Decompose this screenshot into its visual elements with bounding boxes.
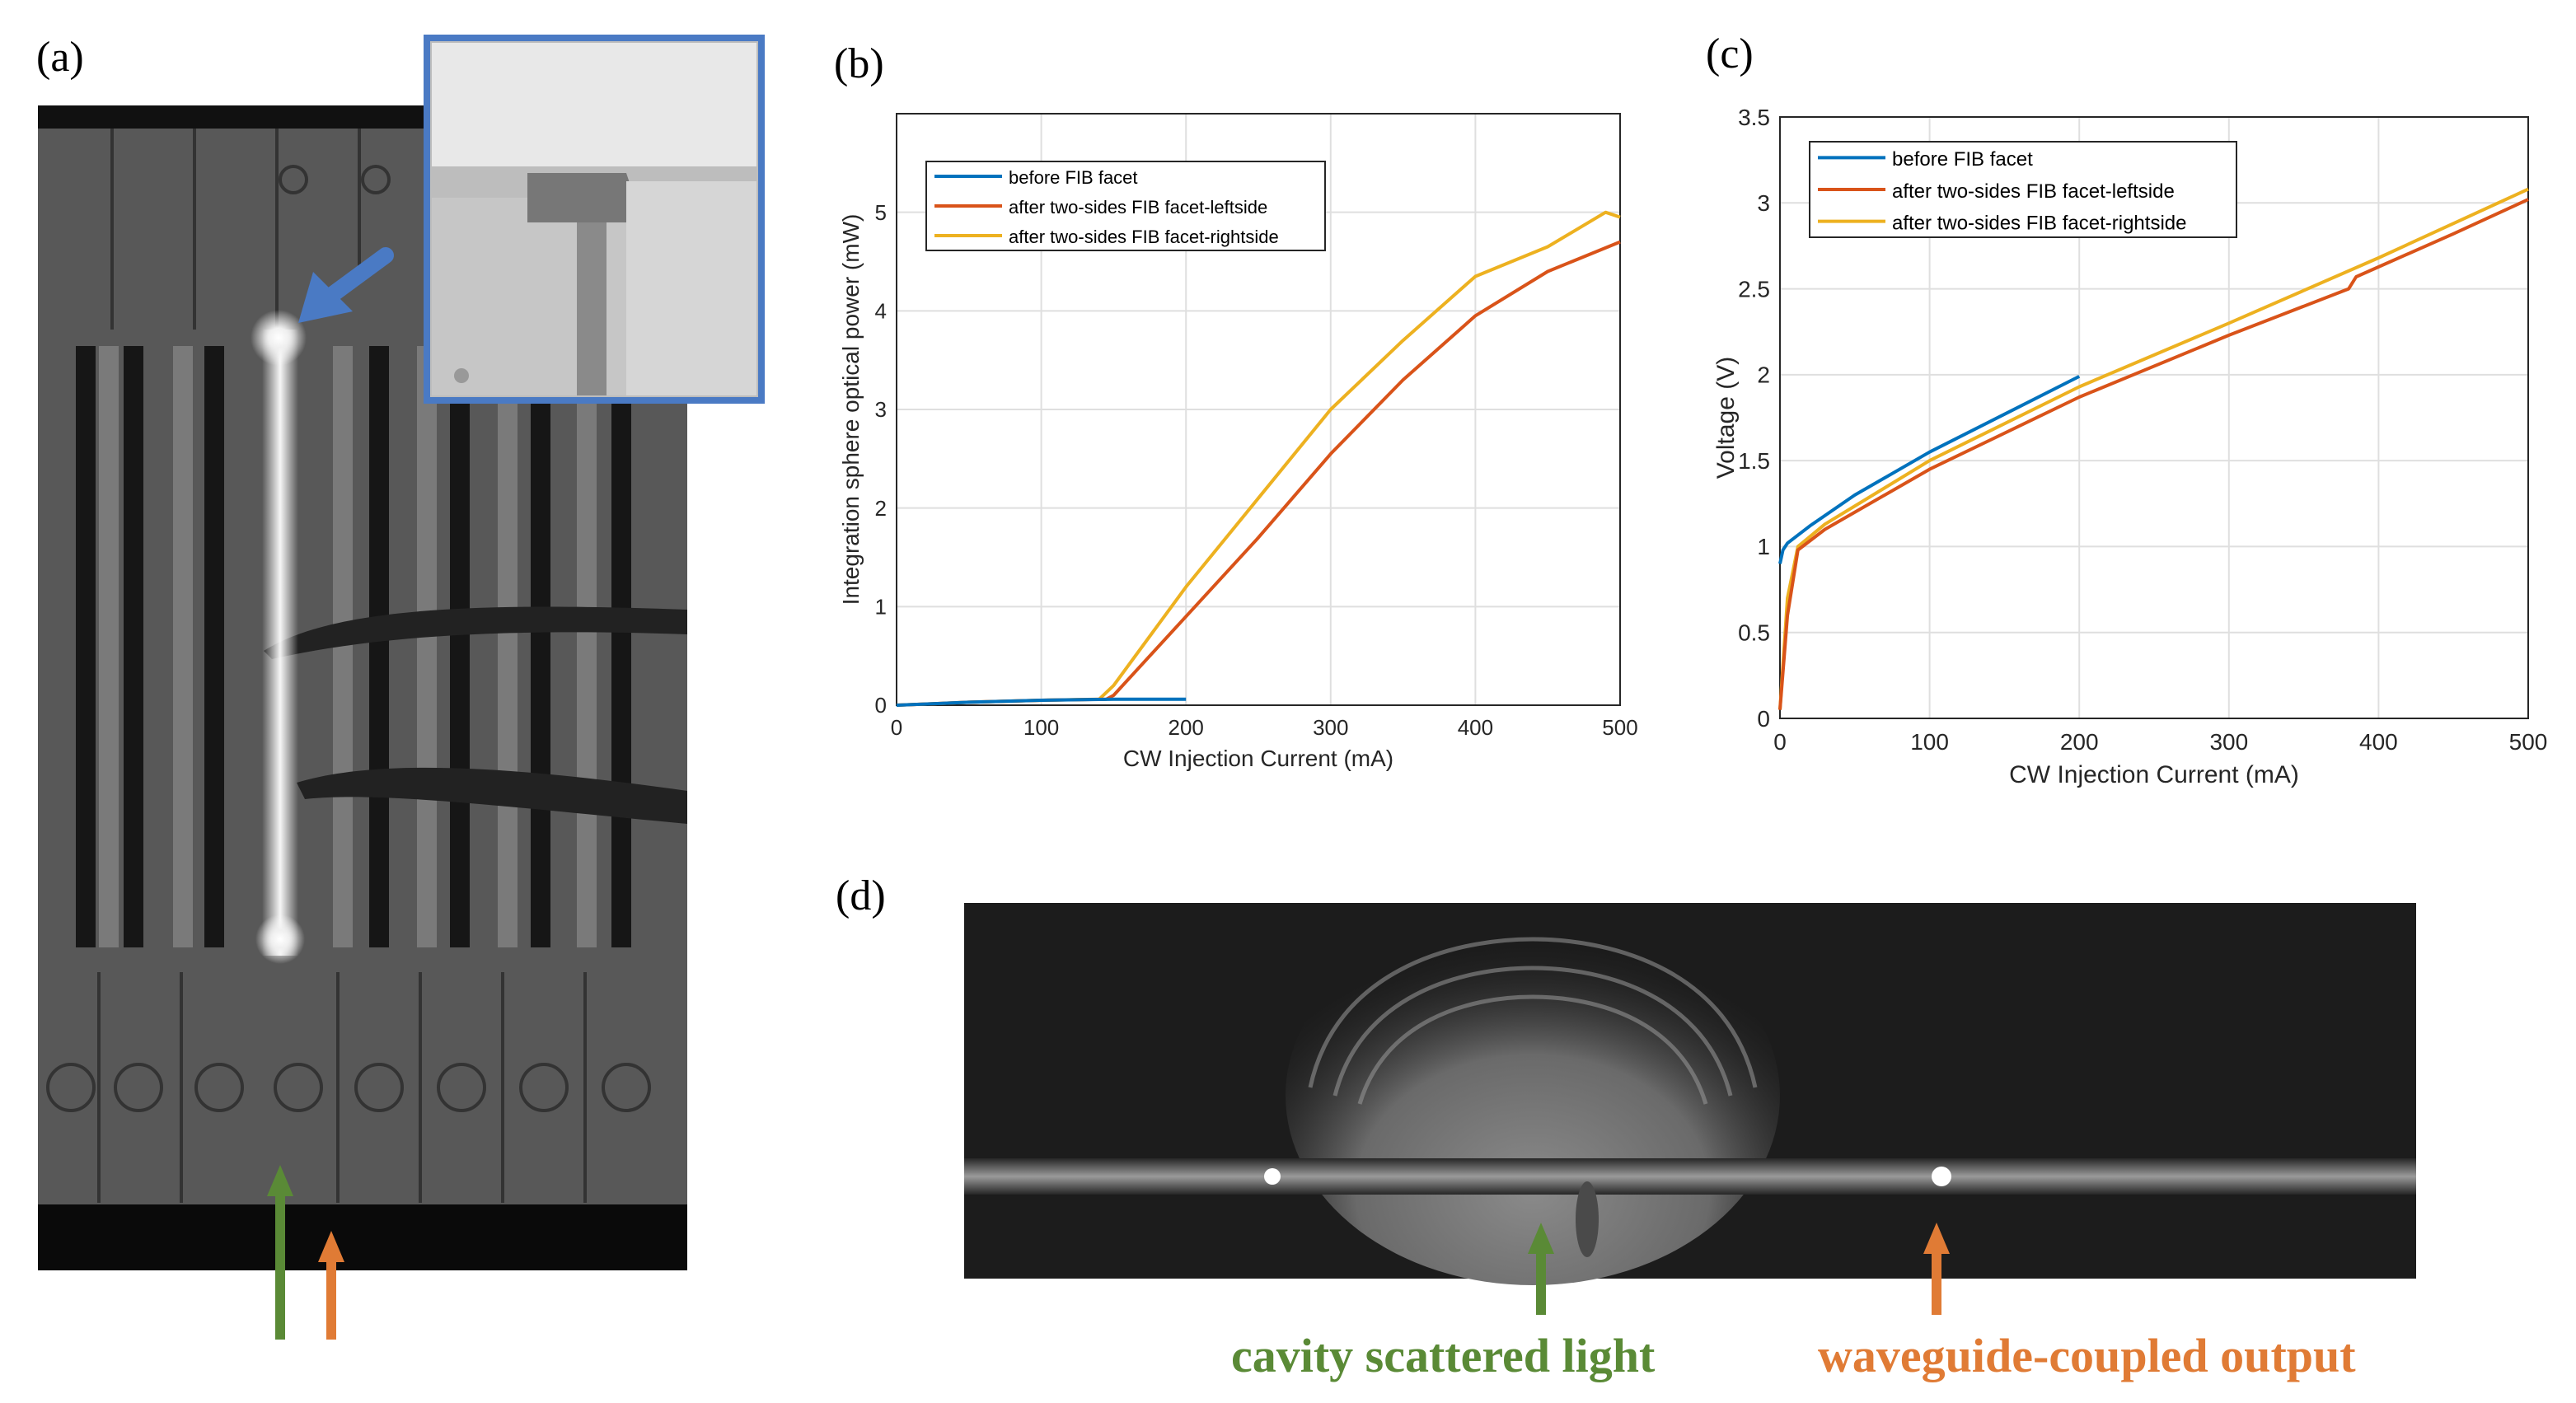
x-tick-label: 500 <box>2509 729 2548 755</box>
chart-c: 0 100 200 300 400 500 0 0.5 1 1.5 2 2.5 3 3.5 CW Injec… <box>1712 105 2547 788</box>
y-tick-label: 3.5 <box>1738 105 1770 130</box>
caption-cavity-scattered-light: cavity scattered light <box>1231 1329 1656 1382</box>
x-tick-label: 100 <box>1910 729 1949 755</box>
x-tick-label: 300 <box>1313 715 1348 740</box>
orange-arrow-d-icon <box>1923 1223 1950 1315</box>
x-tick-label: 400 <box>1458 715 1493 740</box>
y-axis-label: Voltage (V) <box>1712 357 1740 479</box>
y-tick-label: 3 <box>1757 190 1770 216</box>
orange-arrow-a-icon <box>318 1231 344 1340</box>
panel-label-b: (b) <box>834 40 884 87</box>
legend-label: before FIB facet <box>1009 167 1138 188</box>
legend-label: before FIB facet <box>1892 148 2033 171</box>
panel-label-d: (d) <box>836 872 886 919</box>
panel-label-a: (a) <box>36 34 84 81</box>
green-arrow-a-icon <box>267 1165 293 1340</box>
x-tick-label: 200 <box>1169 715 1204 740</box>
x-axis-label: CW Injection Current (mA) <box>2009 761 2299 788</box>
x-tick-label: 100 <box>1023 715 1059 740</box>
y-tick-label: 5 <box>875 200 887 225</box>
x-tick-label: 200 <box>2060 729 2099 755</box>
x-tick-label: 500 <box>1602 715 1637 740</box>
y-tick-label: 0 <box>1757 706 1770 732</box>
series-line <box>1778 375 2081 564</box>
panel-d-camera-image <box>964 903 2416 1285</box>
x-tick-label: 300 <box>2209 729 2248 755</box>
y-tick-label: 0 <box>875 693 887 718</box>
series-line <box>1778 198 2529 710</box>
blue-arrow-icon <box>298 247 394 323</box>
x-tick-label: 400 <box>2359 729 2398 755</box>
x-tick-label: 0 <box>1773 729 1787 755</box>
series-line <box>1778 187 2529 710</box>
legend-label: after two-sides FIB facet-leftside <box>1009 197 1267 217</box>
legend-label: after two-sides FIB facet-rightside <box>1892 212 2186 234</box>
panel-a-micrograph <box>38 35 765 1340</box>
y-tick-label: 1 <box>875 594 887 619</box>
y-tick-label: 1.5 <box>1738 448 1770 474</box>
x-tick-label: 0 <box>891 715 902 740</box>
series-line <box>896 697 1187 707</box>
green-arrow-d-icon <box>1528 1223 1554 1315</box>
y-tick-label: 0.5 <box>1738 620 1770 646</box>
y-tick-label: 3 <box>875 397 887 422</box>
x-axis-label: CW Injection Current (mA) <box>1123 746 1393 771</box>
y-tick-label: 2 <box>1757 362 1770 388</box>
y-tick-label: 4 <box>875 298 887 323</box>
y-axis-label: Integration sphere optical power (mW) <box>838 214 864 606</box>
sem-inset <box>424 35 765 404</box>
panel-label-c: (c) <box>1706 30 1754 77</box>
chart-b: 0 100 200 300 400 500 0 1 2 3 4 5 CW Injection Curre… <box>838 113 1638 771</box>
y-tick-label: 2.5 <box>1738 276 1770 302</box>
plot-frame <box>896 113 1621 706</box>
y-tick-label: 2 <box>875 496 887 521</box>
legend-label: after two-sides FIB facet-rightside <box>1009 227 1279 247</box>
caption-waveguide-coupled-output: waveguide-coupled output <box>1818 1329 2356 1382</box>
legend-label: after two-sides FIB facet-leftside <box>1892 180 2175 203</box>
plot-frame <box>1779 116 2529 719</box>
y-tick-label: 1 <box>1757 534 1770 559</box>
